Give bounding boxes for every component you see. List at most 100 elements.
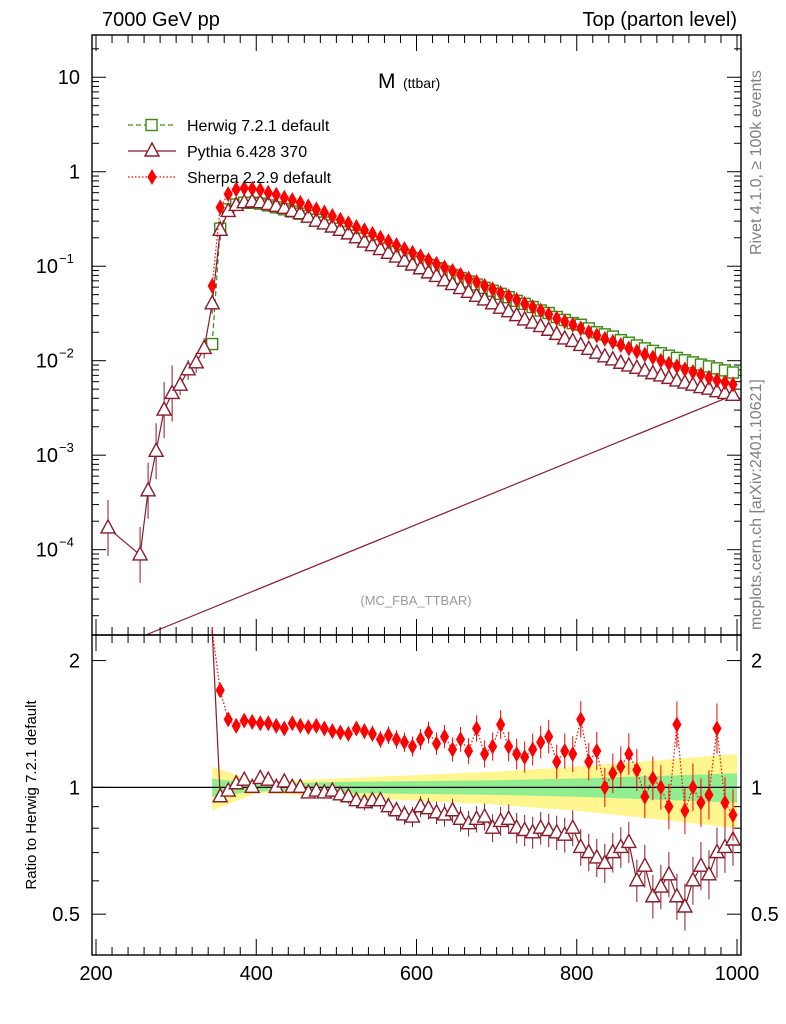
ratio-point-pythia — [380, 797, 397, 813]
legend-entry-pythia: Pythia 6.428 370 — [128, 141, 307, 161]
main-point-pythia — [139, 481, 157, 497]
ratio-point-pythia — [404, 807, 421, 823]
legend-sherpa-marker — [147, 168, 157, 186]
main-point-pythia — [212, 220, 229, 236]
ratio-point-sherpa — [423, 724, 434, 741]
main-panel: M (ttbar) (MC_FBA_TTBAR) 10110−110−210−3… — [36, 34, 742, 636]
main-point-herwig — [726, 366, 740, 379]
main-point-sherpa — [303, 198, 313, 215]
ratio-point-sherpa — [391, 731, 402, 748]
ratio-point-sherpa — [704, 786, 714, 803]
ratio-point-sherpa — [552, 753, 562, 770]
main-series-layer — [99, 180, 742, 636]
ratio-point-sherpa — [600, 779, 610, 796]
ratio-point-pythia — [700, 865, 718, 881]
ratio-y-tick-label: 1 — [69, 777, 80, 799]
main-point-sherpa — [431, 255, 442, 272]
main-point-pythia — [724, 385, 742, 402]
ratio-point-sherpa — [728, 806, 738, 823]
ratio-y-tick-label-right: 0.5 — [751, 904, 779, 926]
ratio-point-pythia — [276, 772, 293, 788]
ratio-point-pythia — [340, 787, 357, 803]
ratio-point-pythia — [292, 777, 309, 794]
main-point-sherpa — [359, 222, 369, 239]
ratio-point-pythia — [636, 856, 654, 872]
legend: Herwig 7.2.1 default Pythia 6.428 370 Sh… — [128, 118, 332, 187]
main-point-pythia — [292, 204, 309, 220]
main-point-sherpa — [536, 302, 546, 319]
main-point-pythia — [604, 350, 621, 366]
main-point-sherpa — [672, 358, 682, 375]
ratio-point-pythia — [716, 837, 734, 854]
main-point-sherpa — [616, 337, 626, 354]
main-point-sherpa — [560, 313, 570, 330]
collision-energy-label: 7000 GeV pp — [102, 9, 220, 31]
ratio-point-sherpa — [576, 711, 586, 728]
ratio-point-pythia — [260, 770, 277, 786]
ratio-point-sherpa — [504, 738, 514, 755]
ratio-y-tick-label: 2 — [69, 651, 80, 673]
ratio-point-pythia — [236, 770, 253, 786]
ratio-point-sherpa — [584, 753, 594, 770]
main-point-pythia — [147, 441, 165, 457]
ratio-point-sherpa — [455, 731, 466, 748]
ratio-y-axis: 2 2 1 1 0.5 0.5 — [52, 651, 779, 927]
ratio-point-pythia — [596, 853, 613, 870]
main-point-pythia — [452, 279, 469, 295]
ratio-point-sherpa — [247, 713, 257, 730]
main-point-sherpa — [504, 288, 514, 305]
ratio-point-sherpa — [271, 717, 281, 734]
legend-pythia-marker — [143, 141, 161, 157]
main-point-pythia — [436, 271, 453, 287]
main-point-sherpa — [271, 186, 281, 203]
ratio-point-sherpa — [367, 725, 378, 742]
legend-herwig-label: Herwig 7.2.1 default — [187, 118, 330, 135]
ratio-point-sherpa — [640, 788, 650, 805]
ratio-point-sherpa — [592, 742, 602, 760]
ratio-point-sherpa — [375, 731, 386, 748]
main-point-sherpa — [688, 363, 698, 380]
main-point-pythia — [580, 339, 597, 356]
ratio-point-sherpa — [223, 711, 233, 728]
ratio-point-sherpa — [536, 734, 546, 751]
ratio-point-pythia — [420, 799, 437, 815]
main-point-sherpa — [399, 241, 410, 258]
x-tick-label: 200 — [79, 963, 112, 985]
main-point-sherpa — [375, 229, 386, 246]
ratio-point-sherpa — [359, 723, 369, 740]
ratio-point-sherpa — [439, 728, 450, 745]
main-y-tick-label: 10 — [36, 445, 58, 467]
main-point-sherpa — [568, 316, 578, 333]
main-point-pythia — [388, 247, 405, 263]
main-y-tick-exponent: −1 — [59, 251, 74, 266]
main-point-pythia — [468, 286, 485, 303]
main-point-sherpa — [512, 291, 522, 308]
x-tick-label: 600 — [400, 963, 433, 985]
main-point-pythia — [492, 298, 509, 314]
ratio-point-sherpa — [560, 742, 570, 760]
main-point-pythia — [300, 207, 317, 223]
main-point-sherpa — [600, 330, 610, 347]
plot-title-main: M — [378, 70, 396, 93]
ratio-panel: 2 2 1 1 0.5 0.5 Ratio to Herwig 7.2.1 default — [23, 627, 779, 956]
main-point-sherpa — [351, 219, 361, 236]
main-point-sherpa — [664, 355, 674, 372]
main-point-sherpa — [712, 372, 722, 389]
main-point-sherpa — [439, 259, 450, 276]
ratio-axis-label: Ratio to Herwig 7.2.1 default — [23, 700, 40, 890]
ratio-point-pythia — [452, 809, 469, 825]
ratio-point-sherpa — [447, 741, 458, 758]
ratio-y-tick-label-right: 1 — [751, 777, 762, 799]
ratio-point-pythia — [244, 777, 261, 794]
ratio-point-sherpa — [656, 779, 666, 796]
ratio-series-layer — [211, 627, 742, 931]
ratio-point-sherpa — [496, 716, 506, 733]
ratio-point-pythia — [572, 837, 589, 854]
ratio-y-tick-label: 0.5 — [52, 904, 80, 926]
legend-pythia-label: Pythia 6.428 370 — [187, 144, 307, 161]
main-point-pythia — [540, 320, 557, 336]
main-point-pythia — [428, 266, 445, 283]
main-point-sherpa — [728, 376, 738, 393]
ratio-point-sherpa — [568, 746, 578, 763]
main-point-pythia — [171, 375, 189, 391]
